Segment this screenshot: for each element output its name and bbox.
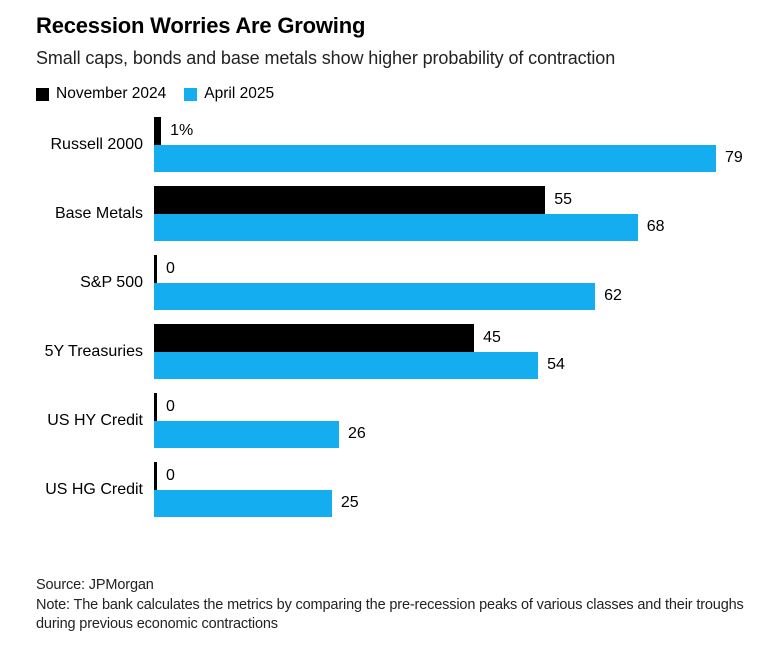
chart-row: S&P 500 0 62 [0, 255, 775, 310]
category-label: US HY Credit [47, 411, 143, 429]
value-label: 54 [547, 356, 565, 374]
bar-november-2024 [154, 117, 162, 145]
bar-april-2025 [154, 213, 638, 241]
plot-area: 45 54 [154, 324, 775, 379]
bar-april-2025 [154, 489, 332, 517]
value-label: 0 [166, 466, 175, 484]
legend-item: November 2024 [36, 85, 166, 103]
value-label: 26 [347, 425, 366, 443]
zero-axis-tick [154, 393, 157, 421]
value-label: 55 [554, 190, 573, 208]
value-label: 0 [166, 397, 175, 415]
zero-axis-tick [154, 462, 157, 490]
plot-area: 0 26 [154, 393, 775, 448]
bar-november-2024 [154, 324, 475, 352]
category-label: 5Y Treasuries [44, 342, 143, 360]
chart-row: 5Y Treasuries 45 54 [0, 324, 775, 379]
legend-label: November 2024 [56, 85, 167, 102]
value-label: 25 [340, 494, 359, 512]
chart-row: US HY Credit 0 26 [0, 393, 775, 448]
value-label: 0 [166, 259, 175, 277]
plot-area: 1% 79 [154, 117, 775, 172]
category-label: S&P 500 [80, 273, 143, 291]
bar-april-2025 [154, 282, 596, 310]
plot-area: 0 62 [154, 255, 775, 310]
chart-row: US HG Credit 0 25 [0, 462, 775, 517]
bar-chart: Russell 2000 1% 79 Base Metals 55 68 S&P 500 0 6… [0, 117, 775, 517]
bar-april-2025 [154, 351, 539, 379]
legend-item: April 2025 [184, 85, 274, 103]
legend-label: April 2025 [204, 85, 275, 102]
plot-area: 55 68 [154, 186, 775, 241]
plot-area: 0 25 [154, 462, 775, 517]
bar-november-2024 [154, 186, 546, 214]
source-text: Source: JPMorgan [36, 577, 154, 593]
chart-row: Russell 2000 1% 79 [0, 117, 775, 172]
bar-april-2025 [154, 420, 339, 448]
bar-april-2025 [154, 144, 716, 172]
category-label: US HG Credit [45, 480, 143, 498]
legend-swatch-icon [36, 87, 49, 101]
chart-footer: Source: JPMorgan Note: The bank calculat… [36, 576, 775, 635]
value-label: 1% [170, 121, 194, 139]
value-label: 62 [604, 287, 622, 305]
value-label: 68 [646, 218, 665, 236]
category-label: Base Metals [54, 204, 143, 222]
chart-row: Base Metals 55 68 [0, 186, 775, 241]
value-label: 79 [725, 149, 743, 167]
category-label: Russell 2000 [50, 135, 144, 153]
legend-swatch-icon [184, 87, 198, 101]
chart-subtitle: Small caps, bonds and base metals show h… [36, 48, 616, 68]
chart-title: Recession Worries Are Growing [36, 13, 366, 38]
zero-axis-tick [154, 255, 157, 283]
value-label: 45 [483, 328, 501, 346]
legend: November 2024 April 2025 [36, 85, 274, 103]
note-text: Note: The bank calculates the metrics by… [36, 596, 744, 633]
